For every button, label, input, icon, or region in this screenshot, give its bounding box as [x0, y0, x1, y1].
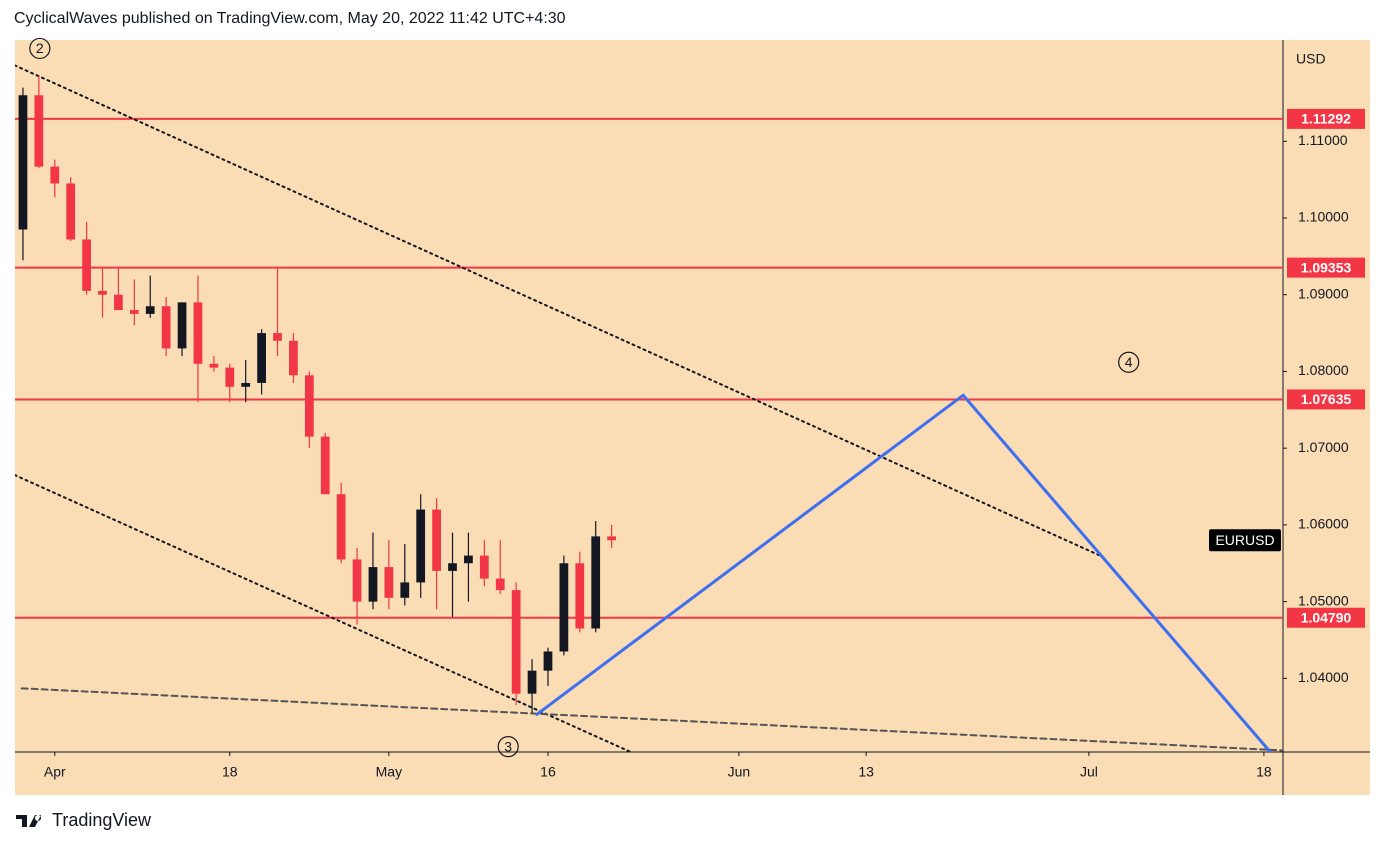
trend-line [20, 687, 1283, 752]
level-label-box [1287, 607, 1365, 628]
wave-marker [1118, 351, 1140, 373]
candle-body [607, 536, 616, 541]
y-tick-label: 1.08000 [1298, 362, 1349, 378]
level-label: 1.09353 [1301, 259, 1352, 275]
candle-body [416, 509, 426, 583]
wave-label: 3 [504, 738, 512, 754]
logo [16, 814, 42, 827]
wave-label: 2 [36, 40, 44, 56]
candle-body [464, 555, 473, 564]
currency-label: USD [1296, 51, 1326, 67]
y-tick-label: 1.04000 [1298, 669, 1349, 685]
y-tick-label: 1.05000 [1298, 592, 1349, 608]
header: CyclicalWaves published on TradingView.c… [14, 10, 566, 27]
candle-body [591, 536, 601, 629]
candle-body [527, 670, 537, 694]
y-tick-label: 1.11000 [1298, 132, 1348, 148]
candle-body [352, 559, 362, 602]
candle-body [177, 302, 187, 349]
symbol-box [1209, 529, 1281, 552]
candle-body [479, 555, 489, 579]
candle-body [145, 306, 155, 314]
candle-body [161, 306, 171, 349]
candle-body [448, 563, 457, 571]
x-tick-label: Apr [44, 764, 66, 780]
candle-body [66, 183, 76, 240]
y-tick-label: 1.06000 [1298, 516, 1349, 532]
candle-body [193, 302, 203, 364]
x-tick-label: 13 [858, 764, 874, 780]
x-tick-label: Jun [728, 764, 751, 780]
axes: 1.04000 1.05000 1.06000 1.07000 1.08000 1.090… [44, 108, 1365, 780]
y-tick-label: 1.10000 [1298, 209, 1349, 225]
level-label-box [1287, 108, 1365, 129]
candle-body [559, 563, 569, 652]
y-tick-label: 1.07000 [1298, 439, 1349, 455]
trend-line [15, 64, 1102, 557]
plot [15, 64, 1283, 752]
candle-body [241, 382, 251, 387]
x-tick-label: Jul [1080, 764, 1098, 780]
chart-background [15, 40, 1370, 795]
candle-body [225, 367, 235, 387]
candle-body [114, 294, 123, 311]
wave-label: 4 [1125, 354, 1133, 370]
level-label: 1.04790 [1301, 609, 1352, 625]
candle-body [82, 239, 91, 291]
wave-marker [497, 736, 519, 758]
candle-body [384, 567, 394, 598]
x-tick-label: May [376, 764, 402, 780]
chart: USD 1.040001.050001.060001.070001.080001… [15, 37, 1370, 795]
level-label-box [1287, 389, 1365, 410]
candle-body [511, 590, 521, 694]
candle-body [543, 651, 553, 671]
candle-body [50, 166, 60, 184]
footer-brand: TradingView [52, 810, 152, 830]
level-label: 1.07635 [1301, 391, 1352, 407]
candle-body [336, 494, 346, 560]
candle-body [18, 95, 28, 230]
candle-body [273, 333, 282, 341]
trend-line [535, 393, 1272, 752]
footer: TradingView [16, 810, 151, 831]
candle-body [129, 310, 139, 314]
symbol-label: EURUSD [1215, 532, 1274, 548]
x-tick-label: 18 [1256, 764, 1272, 780]
candle-body [209, 363, 219, 368]
level-label: 1.11292 [1301, 111, 1351, 127]
candle-body [368, 567, 378, 602]
candle-body [34, 95, 44, 167]
candle-body [400, 582, 410, 598]
x-tick-label: 16 [540, 764, 556, 780]
y-tick-label: 1.09000 [1298, 285, 1349, 301]
candle-body [432, 509, 441, 571]
candle-body [289, 340, 298, 376]
level-label-box [1287, 257, 1365, 278]
candle-body [495, 578, 505, 591]
trend-line [15, 474, 632, 752]
wave-marker [29, 37, 51, 60]
candle-body [257, 333, 266, 383]
candle-body [320, 436, 330, 495]
candle-body [98, 290, 107, 295]
candle-body [575, 563, 585, 629]
candle-body [304, 375, 314, 437]
x-tick-label: 18 [222, 764, 238, 780]
